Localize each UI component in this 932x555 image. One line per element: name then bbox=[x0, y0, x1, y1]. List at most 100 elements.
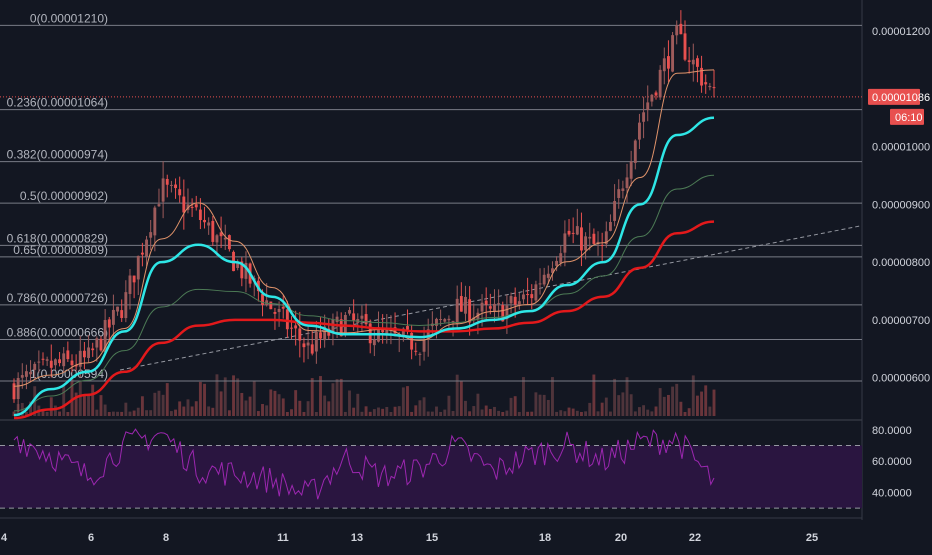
fib-label: 0.886(0.00000666) bbox=[7, 325, 108, 339]
time-axis[interactable]: 4 6 8 11 13 15 18 20 22 25 bbox=[1, 532, 818, 544]
volume-bar bbox=[331, 383, 335, 416]
candle bbox=[546, 265, 550, 285]
fib-level[interactable]: 0.886(0.00000666) bbox=[0, 325, 862, 340]
candle bbox=[66, 341, 70, 362]
volume-bar bbox=[314, 411, 318, 416]
candle-body bbox=[588, 236, 592, 239]
ma-red-line bbox=[13, 220, 715, 420]
fib-level[interactable]: 0.786(0.00000726) bbox=[0, 291, 862, 306]
candle bbox=[575, 208, 579, 236]
candle-body bbox=[629, 161, 633, 179]
candle-body bbox=[310, 344, 314, 354]
candle-body bbox=[339, 319, 343, 337]
volume-bar bbox=[186, 399, 190, 416]
candle-body bbox=[178, 189, 182, 196]
candle bbox=[58, 351, 62, 367]
volume-bar bbox=[534, 392, 538, 416]
candle-body bbox=[41, 358, 45, 360]
candle bbox=[82, 341, 86, 370]
volume-bar bbox=[604, 397, 608, 416]
volume-bar bbox=[683, 411, 687, 416]
price-axis[interactable]: 0.00001200 0.00001000 0.00000900 0.00000800… bbox=[872, 26, 930, 384]
volume-bar bbox=[53, 405, 57, 416]
volume-bar bbox=[430, 411, 434, 416]
volume-bar bbox=[227, 410, 231, 416]
volume-bar bbox=[29, 401, 33, 416]
candle bbox=[530, 284, 534, 310]
candle-body bbox=[364, 314, 368, 325]
rsi-line bbox=[13, 428, 715, 500]
candle-body bbox=[654, 92, 658, 96]
volume-bar bbox=[625, 377, 629, 416]
candle bbox=[95, 336, 99, 362]
volume-bar bbox=[223, 377, 227, 416]
fib-level[interactable]: 0(0.00001210) bbox=[0, 11, 862, 26]
volume-bar bbox=[654, 406, 658, 416]
candle-body bbox=[203, 219, 206, 223]
candle-body bbox=[381, 327, 385, 333]
volume-bar bbox=[468, 411, 472, 416]
candle-body bbox=[140, 252, 144, 255]
fib-level[interactable]: 0.5(0.00000902) bbox=[0, 189, 862, 204]
fib-level[interactable]: 0.382(0.00000974) bbox=[0, 148, 862, 163]
candle-body bbox=[136, 255, 140, 280]
candle bbox=[567, 219, 571, 237]
candle-body bbox=[513, 296, 517, 305]
volume-bar bbox=[704, 385, 708, 416]
volume-bar bbox=[256, 411, 260, 416]
candle bbox=[642, 96, 646, 139]
volume-bar bbox=[277, 394, 281, 416]
candle-body bbox=[671, 35, 675, 72]
candle-body bbox=[360, 315, 364, 319]
candle-body bbox=[91, 348, 95, 351]
candle-body bbox=[145, 239, 148, 257]
candle-body bbox=[99, 338, 103, 351]
candle bbox=[600, 232, 604, 263]
candle-body bbox=[464, 296, 467, 314]
volume-bar bbox=[269, 389, 273, 416]
time-tick-label: 20 bbox=[615, 532, 627, 544]
candle-body bbox=[169, 184, 173, 186]
candle-body bbox=[343, 314, 347, 334]
volume-bar bbox=[149, 410, 153, 416]
volume-bar bbox=[248, 396, 252, 416]
fib-label: 0(0.00001210) bbox=[30, 11, 108, 25]
volume-bar bbox=[567, 407, 571, 416]
volume-bar bbox=[41, 410, 45, 416]
candle-body bbox=[459, 296, 463, 312]
volume-bar bbox=[542, 394, 546, 416]
candle bbox=[111, 294, 115, 341]
candle-body bbox=[335, 316, 339, 323]
candle bbox=[522, 289, 525, 304]
volume-bar bbox=[551, 377, 554, 416]
volume-bar bbox=[546, 399, 550, 416]
volume-bar bbox=[559, 410, 563, 416]
current-price-label: 0.00001086 bbox=[872, 92, 930, 104]
volume-bar bbox=[658, 388, 662, 416]
volume-bar bbox=[265, 405, 269, 416]
rsi-axis[interactable]: 80.0000 60.0000 40.0000 bbox=[872, 425, 912, 500]
fib-level[interactable]: 0.65(0.00000809) bbox=[0, 243, 862, 258]
volume-bar bbox=[70, 379, 74, 416]
candle-body bbox=[261, 294, 264, 306]
volume-bar bbox=[505, 410, 509, 416]
candle bbox=[700, 55, 704, 93]
price-tick-label: 0.00000800 bbox=[872, 257, 930, 269]
candle-body bbox=[472, 317, 476, 321]
candle bbox=[646, 85, 650, 122]
candle-body bbox=[484, 300, 488, 305]
fib-level[interactable]: 0.236(0.00001064) bbox=[0, 96, 862, 111]
rsi-tick-label: 40.0000 bbox=[872, 488, 912, 500]
candle-body bbox=[650, 94, 654, 102]
candle bbox=[621, 180, 625, 199]
price-badge-layer: 0.00001086 06:10 bbox=[868, 88, 930, 125]
candle-body bbox=[414, 350, 418, 352]
volume-bar bbox=[87, 394, 90, 416]
fib-level[interactable]: 0.618(0.00000829) bbox=[0, 231, 862, 246]
volume-bar bbox=[236, 378, 240, 416]
candle-body bbox=[265, 300, 269, 306]
volume-bar bbox=[389, 411, 393, 416]
volume-bar bbox=[124, 402, 128, 416]
volume-bar bbox=[58, 411, 62, 416]
